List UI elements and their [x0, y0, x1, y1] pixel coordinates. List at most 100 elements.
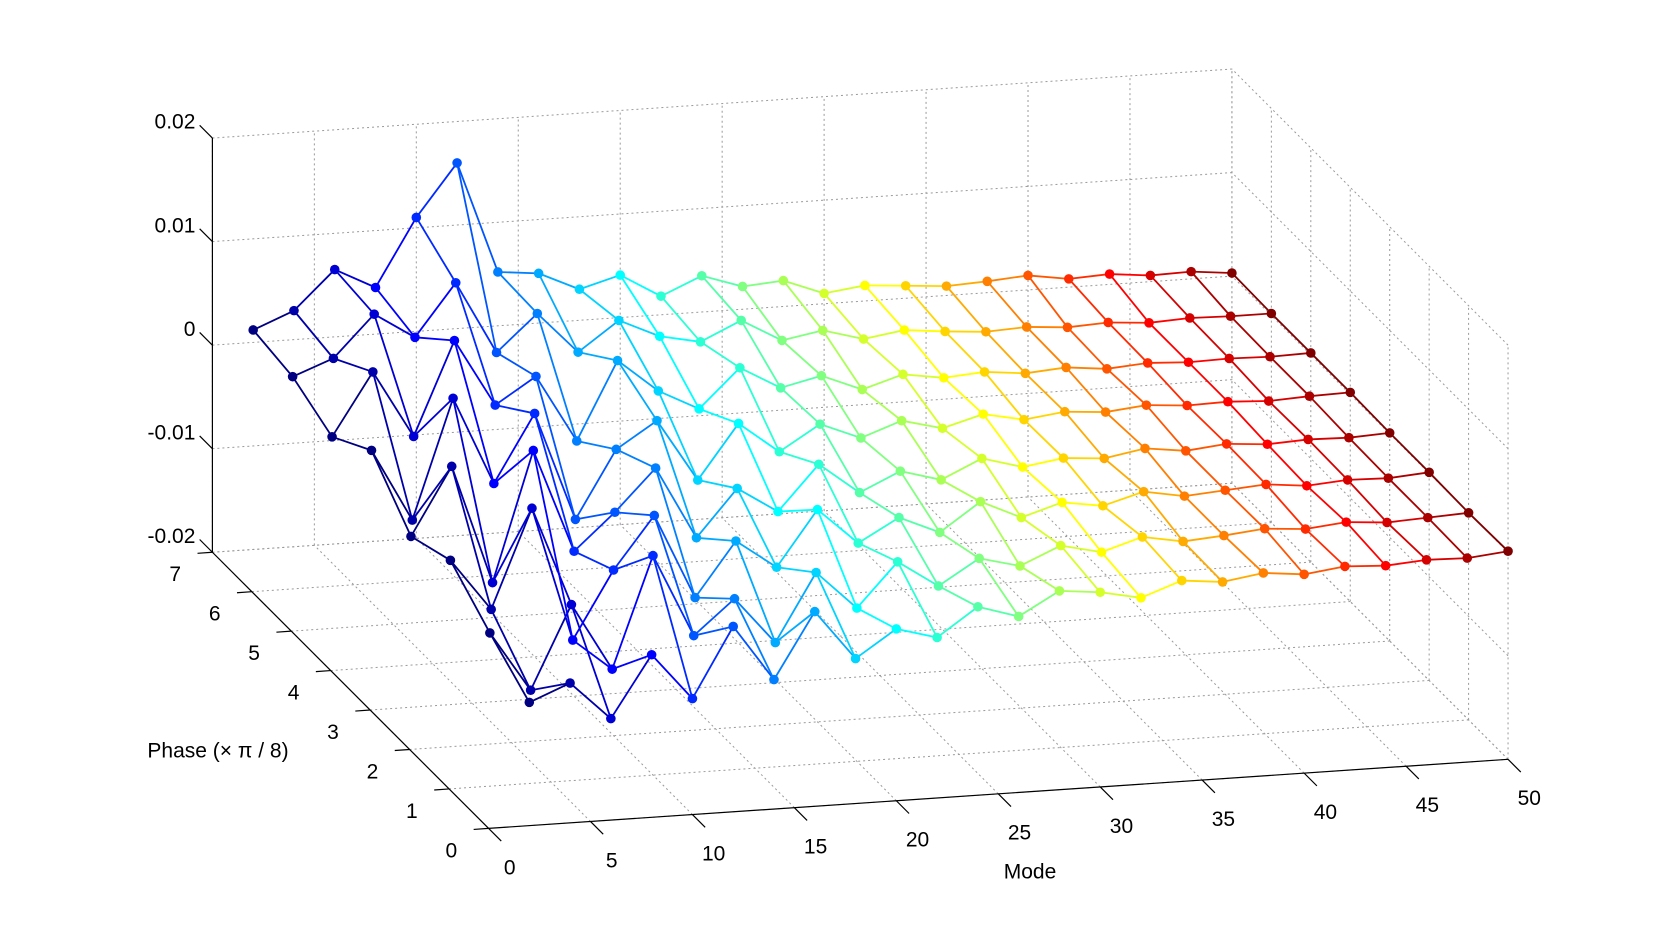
mesh-line — [1150, 270, 1192, 277]
mesh-line — [1467, 512, 1509, 552]
mesh-line — [897, 561, 939, 587]
x-tick-label: 45 — [1416, 794, 1439, 817]
mesh-line — [981, 457, 1023, 519]
mesh-line — [783, 279, 825, 295]
grid-line — [449, 719, 1469, 790]
mesh-line — [1264, 528, 1305, 575]
mesh-line — [1147, 362, 1188, 407]
y-tick-label: 3 — [327, 721, 339, 744]
mesh-line — [657, 390, 700, 410]
mesh-line — [1187, 400, 1228, 407]
mesh-line — [856, 607, 897, 630]
mesh-line — [979, 501, 1021, 567]
data-point — [411, 212, 422, 223]
grid-line — [370, 640, 1390, 711]
mesh-line — [1104, 411, 1146, 450]
mesh-line — [1269, 352, 1311, 358]
mesh-line — [1269, 356, 1311, 397]
mesh-line — [491, 450, 535, 583]
data-point — [1021, 322, 1032, 332]
mesh-line — [1230, 312, 1272, 318]
y-tick-label: 2 — [367, 760, 379, 783]
tick-mark — [1303, 772, 1318, 787]
data-point — [485, 628, 495, 638]
mesh-line — [1190, 271, 1232, 317]
data-point — [817, 325, 828, 336]
mesh-line — [1386, 516, 1428, 524]
mesh-line — [737, 423, 779, 512]
data-point — [369, 309, 379, 319]
data-point — [410, 332, 420, 343]
data-point — [531, 371, 541, 382]
mesh-line — [1267, 438, 1309, 446]
mesh-line — [1348, 431, 1390, 439]
data-point — [775, 383, 786, 393]
data-point — [688, 630, 699, 641]
data-point — [1380, 560, 1391, 571]
mesh-line — [1388, 471, 1430, 480]
data-point — [895, 466, 906, 476]
tick-mark — [434, 788, 450, 791]
data-point — [1054, 586, 1065, 596]
mesh-line — [575, 511, 616, 521]
data-point — [574, 284, 585, 295]
mesh-line — [1105, 404, 1147, 413]
mesh-line — [619, 274, 661, 337]
data-point — [406, 531, 416, 542]
mesh-line — [859, 470, 901, 494]
grid-line — [517, 531, 795, 809]
mesh-line — [415, 162, 458, 218]
grid-line — [1129, 489, 1407, 767]
data-point — [853, 538, 864, 548]
tick-mark — [197, 551, 213, 554]
data-point — [448, 393, 458, 404]
mesh-line — [1144, 447, 1186, 452]
mesh-line — [1268, 395, 1310, 402]
mesh-line — [983, 413, 1025, 421]
mesh-line — [701, 274, 743, 288]
mesh-line — [1467, 550, 1509, 559]
data-point — [1185, 313, 1195, 323]
data-point — [1345, 387, 1356, 398]
data-point — [898, 369, 908, 380]
tick-mark — [895, 800, 910, 814]
mesh-line — [815, 572, 857, 659]
mesh-line — [816, 509, 858, 609]
data-point — [1186, 266, 1196, 277]
data-point — [248, 325, 258, 335]
data-point — [491, 347, 502, 358]
data-point — [936, 475, 946, 485]
data-point — [1265, 351, 1275, 362]
mesh-line — [1346, 479, 1388, 524]
mesh-line — [535, 375, 578, 442]
data-point — [1063, 274, 1074, 284]
data-point — [652, 415, 662, 426]
data-point — [370, 282, 381, 293]
data-point — [1019, 414, 1029, 425]
grid-line — [212, 172, 1232, 243]
mesh-line — [861, 388, 903, 422]
mesh-line — [528, 682, 571, 704]
data-point — [607, 664, 617, 674]
mesh-line — [740, 319, 783, 342]
mesh-line — [1066, 366, 1107, 370]
mesh-line — [815, 571, 858, 609]
mesh-line — [1185, 450, 1226, 491]
grid-line — [1231, 68, 1509, 346]
mesh-line — [780, 374, 822, 389]
x-tick-label: 25 — [1008, 822, 1031, 845]
mesh-line — [452, 397, 495, 484]
tick-mark — [394, 748, 410, 752]
tick-mark — [1507, 758, 1522, 773]
grid-line — [415, 538, 693, 815]
mesh-line — [576, 440, 617, 451]
y-tick-label: 5 — [248, 642, 260, 665]
mesh-line — [654, 467, 696, 598]
grid-line — [409, 679, 1430, 750]
mesh-line — [1426, 557, 1468, 561]
mesh-line — [904, 329, 946, 333]
y-axis-label: Phase (× π / 8) — [147, 740, 288, 763]
mesh-line — [979, 557, 1021, 567]
mesh-line — [1022, 457, 1064, 468]
data-point — [777, 335, 787, 346]
